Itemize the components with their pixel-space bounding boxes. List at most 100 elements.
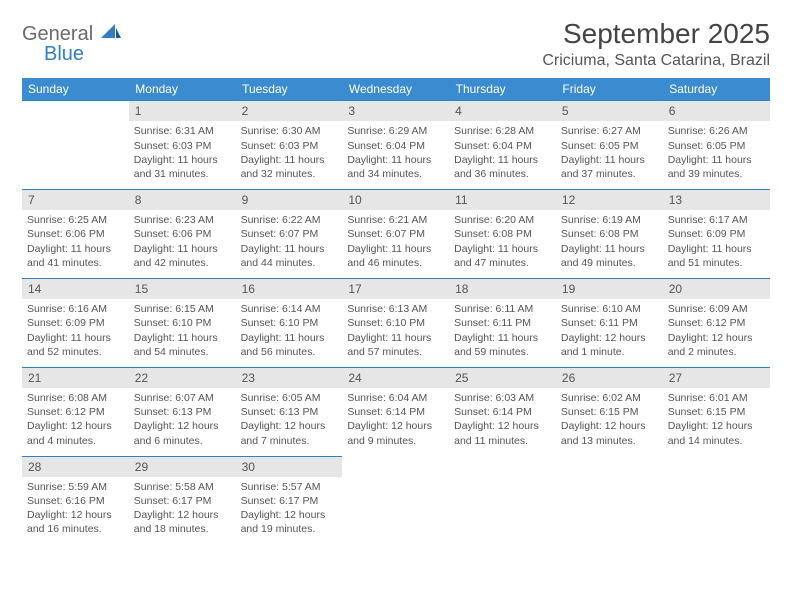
calendar-cell-daynum xyxy=(22,101,129,122)
calendar-cell-body: Sunrise: 6:08 AMSunset: 6:12 PMDaylight:… xyxy=(22,388,129,456)
calendar-cell-daynum: 24 xyxy=(342,367,449,388)
day-number: 3 xyxy=(342,101,449,121)
day-header: Sunday xyxy=(22,78,129,101)
day-details: Sunrise: 6:14 AMSunset: 6:10 PMDaylight:… xyxy=(236,299,343,365)
calendar-cell-daynum: 10 xyxy=(342,189,449,210)
day-number: 9 xyxy=(236,190,343,210)
day-number: 2 xyxy=(236,101,343,121)
calendar-cell-daynum: 8 xyxy=(129,189,236,210)
calendar-cell-body: Sunrise: 6:20 AMSunset: 6:08 PMDaylight:… xyxy=(449,210,556,278)
day-number: 4 xyxy=(449,101,556,121)
calendar-cell-daynum xyxy=(663,456,770,477)
calendar-cell-daynum: 23 xyxy=(236,367,343,388)
day-number: 1 xyxy=(129,101,236,121)
day-details: Sunrise: 6:28 AMSunset: 6:04 PMDaylight:… xyxy=(449,121,556,187)
day-details: Sunrise: 6:22 AMSunset: 6:07 PMDaylight:… xyxy=(236,210,343,276)
calendar-cell-daynum xyxy=(556,456,663,477)
day-details: Sunrise: 6:29 AMSunset: 6:04 PMDaylight:… xyxy=(342,121,449,187)
calendar-cell-body xyxy=(449,477,556,545)
day-header: Wednesday xyxy=(342,78,449,101)
day-number: 5 xyxy=(556,101,663,121)
day-details: Sunrise: 6:03 AMSunset: 6:14 PMDaylight:… xyxy=(449,388,556,454)
calendar-cell-body: Sunrise: 6:14 AMSunset: 6:10 PMDaylight:… xyxy=(236,299,343,367)
day-details: Sunrise: 6:25 AMSunset: 6:06 PMDaylight:… xyxy=(22,210,129,276)
calendar-cell-daynum: 2 xyxy=(236,101,343,122)
calendar-cell-body: Sunrise: 6:03 AMSunset: 6:14 PMDaylight:… xyxy=(449,388,556,456)
day-number: 10 xyxy=(342,190,449,210)
calendar-cell-body: Sunrise: 6:25 AMSunset: 6:06 PMDaylight:… xyxy=(22,210,129,278)
calendar-cell-body: Sunrise: 6:10 AMSunset: 6:11 PMDaylight:… xyxy=(556,299,663,367)
calendar-cell-daynum: 25 xyxy=(449,367,556,388)
calendar-cell-body: Sunrise: 6:21 AMSunset: 6:07 PMDaylight:… xyxy=(342,210,449,278)
logo-word-general: General xyxy=(22,23,93,45)
calendar-cell-body: Sunrise: 6:09 AMSunset: 6:12 PMDaylight:… xyxy=(663,299,770,367)
day-details: Sunrise: 6:13 AMSunset: 6:10 PMDaylight:… xyxy=(342,299,449,365)
day-number: 21 xyxy=(22,368,129,388)
calendar-cell-daynum: 5 xyxy=(556,101,663,122)
day-details: Sunrise: 6:09 AMSunset: 6:12 PMDaylight:… xyxy=(663,299,770,365)
calendar-cell-body: Sunrise: 6:13 AMSunset: 6:10 PMDaylight:… xyxy=(342,299,449,367)
day-header: Tuesday xyxy=(236,78,343,101)
calendar-cell-body: Sunrise: 6:15 AMSunset: 6:10 PMDaylight:… xyxy=(129,299,236,367)
calendar-cell-daynum: 14 xyxy=(22,278,129,299)
day-details: Sunrise: 6:20 AMSunset: 6:08 PMDaylight:… xyxy=(449,210,556,276)
day-details: Sunrise: 6:04 AMSunset: 6:14 PMDaylight:… xyxy=(342,388,449,454)
day-details: Sunrise: 5:57 AMSunset: 6:17 PMDaylight:… xyxy=(236,477,343,543)
day-details: Sunrise: 6:01 AMSunset: 6:15 PMDaylight:… xyxy=(663,388,770,454)
logo: General Blue xyxy=(22,18,121,64)
calendar-cell-daynum: 30 xyxy=(236,456,343,477)
calendar-cell-daynum: 22 xyxy=(129,367,236,388)
calendar-cell-body: Sunrise: 5:58 AMSunset: 6:17 PMDaylight:… xyxy=(129,477,236,545)
calendar-cell-body: Sunrise: 6:07 AMSunset: 6:13 PMDaylight:… xyxy=(129,388,236,456)
day-details: Sunrise: 6:21 AMSunset: 6:07 PMDaylight:… xyxy=(342,210,449,276)
day-details: Sunrise: 6:05 AMSunset: 6:13 PMDaylight:… xyxy=(236,388,343,454)
calendar-cell-body: Sunrise: 6:04 AMSunset: 6:14 PMDaylight:… xyxy=(342,388,449,456)
day-number: 7 xyxy=(22,190,129,210)
day-number: 26 xyxy=(556,368,663,388)
calendar-cell-body: Sunrise: 6:05 AMSunset: 6:13 PMDaylight:… xyxy=(236,388,343,456)
calendar-cell-body: Sunrise: 6:19 AMSunset: 6:08 PMDaylight:… xyxy=(556,210,663,278)
calendar-cell-daynum: 3 xyxy=(342,101,449,122)
day-details: Sunrise: 6:16 AMSunset: 6:09 PMDaylight:… xyxy=(22,299,129,365)
calendar-cell-daynum: 16 xyxy=(236,278,343,299)
day-details: Sunrise: 6:08 AMSunset: 6:12 PMDaylight:… xyxy=(22,388,129,454)
day-number: 19 xyxy=(556,279,663,299)
calendar-cell-daynum: 4 xyxy=(449,101,556,122)
logo-text: General Blue xyxy=(22,24,121,64)
calendar-cell-body xyxy=(342,477,449,545)
day-number: 6 xyxy=(663,101,770,121)
day-number: 23 xyxy=(236,368,343,388)
title-block: September 2025 Criciuma, Santa Catarina,… xyxy=(542,18,770,70)
calendar-cell-daynum: 9 xyxy=(236,189,343,210)
calendar-cell-body: Sunrise: 6:17 AMSunset: 6:09 PMDaylight:… xyxy=(663,210,770,278)
day-number: 11 xyxy=(449,190,556,210)
calendar-cell-daynum: 27 xyxy=(663,367,770,388)
calendar-cell-body: Sunrise: 6:27 AMSunset: 6:05 PMDaylight:… xyxy=(556,121,663,189)
day-details: Sunrise: 6:30 AMSunset: 6:03 PMDaylight:… xyxy=(236,121,343,187)
day-number: 30 xyxy=(236,457,343,477)
calendar-cell-daynum: 20 xyxy=(663,278,770,299)
calendar-cell-body: Sunrise: 6:31 AMSunset: 6:03 PMDaylight:… xyxy=(129,121,236,189)
calendar-cell-daynum: 13 xyxy=(663,189,770,210)
calendar-cell-body: Sunrise: 6:11 AMSunset: 6:11 PMDaylight:… xyxy=(449,299,556,367)
calendar-cell-body: Sunrise: 6:30 AMSunset: 6:03 PMDaylight:… xyxy=(236,121,343,189)
day-number: 15 xyxy=(129,279,236,299)
location: Criciuma, Santa Catarina, Brazil xyxy=(542,52,770,70)
calendar-cell-body: Sunrise: 6:02 AMSunset: 6:15 PMDaylight:… xyxy=(556,388,663,456)
calendar-cell-body: Sunrise: 6:29 AMSunset: 6:04 PMDaylight:… xyxy=(342,121,449,189)
calendar-cell-daynum: 17 xyxy=(342,278,449,299)
calendar-cell-daynum: 28 xyxy=(22,456,129,477)
day-details: Sunrise: 6:26 AMSunset: 6:05 PMDaylight:… xyxy=(663,121,770,187)
day-details: Sunrise: 5:58 AMSunset: 6:17 PMDaylight:… xyxy=(129,477,236,543)
calendar-cell-daynum: 7 xyxy=(22,189,129,210)
day-number: 8 xyxy=(129,190,236,210)
day-details: Sunrise: 6:17 AMSunset: 6:09 PMDaylight:… xyxy=(663,210,770,276)
calendar-body: 123456Sunrise: 6:31 AMSunset: 6:03 PMDay… xyxy=(22,101,770,545)
day-details: Sunrise: 6:19 AMSunset: 6:08 PMDaylight:… xyxy=(556,210,663,276)
day-details: Sunrise: 6:31 AMSunset: 6:03 PMDaylight:… xyxy=(129,121,236,187)
day-header: Friday xyxy=(556,78,663,101)
calendar-table: SundayMondayTuesdayWednesdayThursdayFrid… xyxy=(22,78,770,545)
calendar-cell-daynum: 29 xyxy=(129,456,236,477)
calendar-cell-daynum xyxy=(449,456,556,477)
calendar-cell-daynum: 6 xyxy=(663,101,770,122)
